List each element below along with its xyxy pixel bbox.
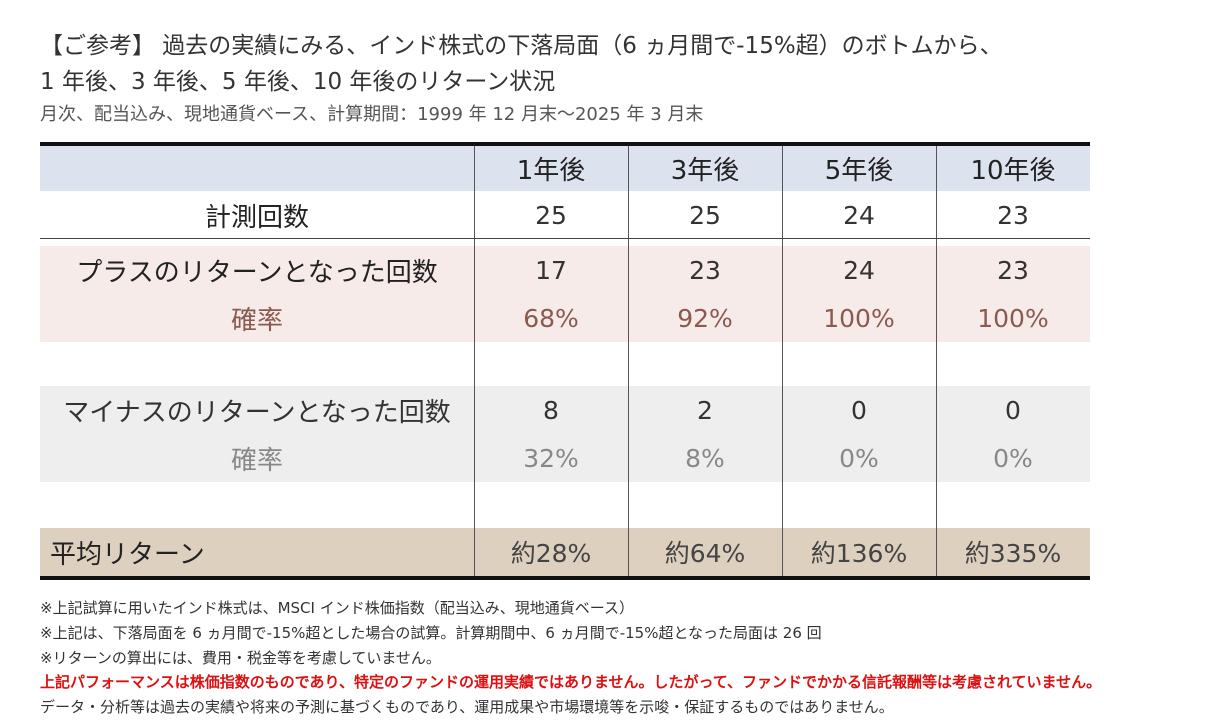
column-header-3y: 3年後 <box>670 156 740 186</box>
column-header-5y: 5年後 <box>824 156 894 186</box>
plus-rate-10y: 100% <box>977 303 1049 333</box>
column-divider <box>936 146 937 576</box>
title-line-2: 1 年後、3 年後、5 年後、10 年後のリターン状況 <box>40 69 556 95</box>
minus-count-5y: 0 <box>851 395 867 425</box>
measure-count-5y: 24 <box>843 200 875 230</box>
minus-rate-10y: 0% <box>993 443 1033 473</box>
average-return-10y: 約335% <box>964 539 1062 568</box>
column-divider <box>782 146 783 576</box>
minus-count-3y: 2 <box>697 395 713 425</box>
plus-count-5y: 24 <box>843 255 875 285</box>
average-return-label: 平均リターン <box>50 539 205 570</box>
column-header-1y: 1年後 <box>516 156 586 186</box>
minus-rate-1y: 32% <box>523 443 579 473</box>
row-divider <box>40 238 1090 239</box>
measure-count-10y: 23 <box>997 200 1029 230</box>
plus-rate-label: 確率 <box>230 305 283 336</box>
minus-band <box>40 386 1090 482</box>
measure-count-label: 計測回数 <box>204 202 309 233</box>
disclaimer-red: 上記パフォーマンスは株価指数のものであり、特定のファンドの運用実績ではありません… <box>40 673 1102 691</box>
column-divider <box>474 146 475 576</box>
subtitle: 月次、配当込み、現地通貨ベース、計算期間：1999 年 12 月末～2025 年… <box>40 104 704 125</box>
column-divider <box>628 146 629 576</box>
note-index-source: ※上記試算に用いたインド株式は、MSCI インド株価指数（配当込み、現地通貨ベー… <box>40 599 634 617</box>
plus-rate-5y: 100% <box>823 303 895 333</box>
table-bottom-rule <box>40 576 1090 580</box>
return-table: 1年後 3年後 5年後 10年後 計測回数 25 25 24 23 プラスのリタ… <box>40 142 1090 580</box>
average-band <box>40 528 1090 576</box>
column-header-10y: 10年後 <box>970 156 1056 186</box>
measure-count-1y: 25 <box>535 200 567 230</box>
minus-count-1y: 8 <box>543 395 559 425</box>
plus-band <box>40 246 1090 342</box>
measure-count-3y: 25 <box>689 200 721 230</box>
average-return-1y: 約28% <box>510 539 592 568</box>
note-calculation-basis: ※上記は、下落局面を 6 ヵ月間で-15%超とした場合の試算。計算期間中、6 ヵ… <box>40 624 822 642</box>
plus-count-3y: 23 <box>689 255 721 285</box>
plus-rate-1y: 68% <box>523 303 579 333</box>
disclaimer-footer: データ・分析等は過去の実績や将来の予測に基づくものであり、運用成果や市場環境等を… <box>40 698 894 716</box>
average-return-5y: 約136% <box>810 539 908 568</box>
header-band <box>40 146 1090 191</box>
minus-rate-3y: 8% <box>685 443 725 473</box>
plus-rate-3y: 92% <box>677 303 733 333</box>
note-costs: ※リターンの算出には、費用・税金等を考慮していません。 <box>40 649 441 667</box>
plus-count-label: プラスのリターンとなった回数 <box>76 257 438 288</box>
table-top-rule <box>40 142 1090 146</box>
minus-count-label: マイナスのリターンとなった回数 <box>63 397 451 428</box>
minus-count-10y: 0 <box>1005 395 1021 425</box>
minus-rate-5y: 0% <box>839 443 879 473</box>
plus-count-10y: 23 <box>997 255 1029 285</box>
minus-rate-label: 確率 <box>230 445 283 476</box>
title-line-1: 【ご参考】 過去の実績にみる、インド株式の下落局面（6 ヵ月間で-15%超）のボ… <box>40 33 1003 59</box>
average-return-3y: 約64% <box>664 539 746 568</box>
plus-count-1y: 17 <box>535 255 567 285</box>
